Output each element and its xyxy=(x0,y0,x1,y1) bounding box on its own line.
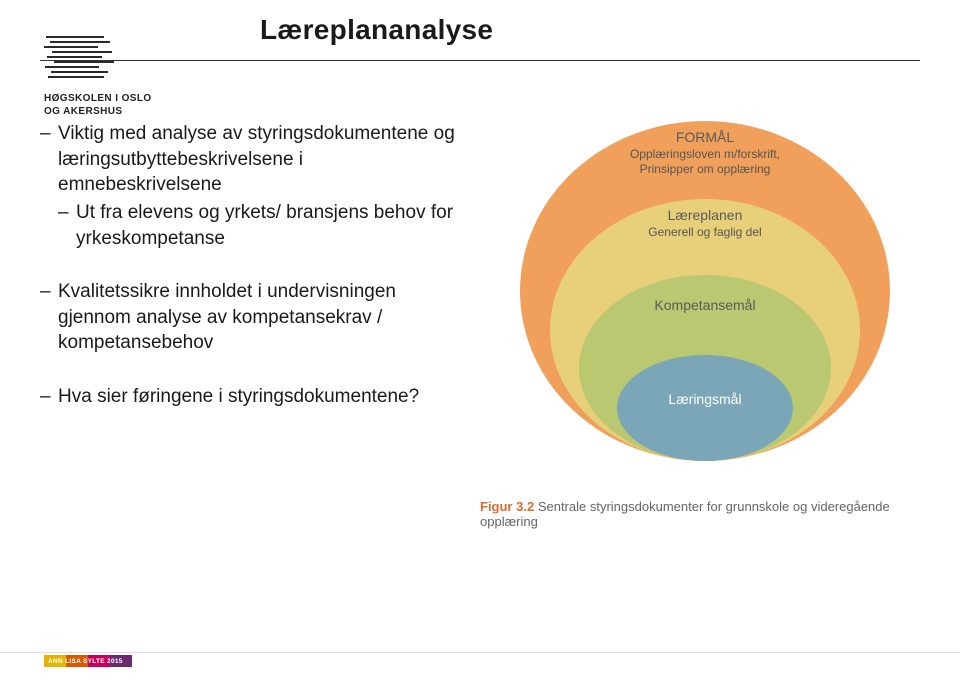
figure-caption: Figur 3.2 Sentrale styringsdokumenter fo… xyxy=(480,499,930,529)
diagram-ring-label: LæreplanenGenerell og faglig del xyxy=(575,207,835,240)
diagram-ring-label: Kompetansemål xyxy=(575,297,835,315)
logo-text: HØGSKOLEN I OSLO OG AKERSHUS xyxy=(44,93,164,118)
title-divider xyxy=(40,60,920,61)
diagram-ring-label: FORMÅLOpplæringsloven m/forskrift,Prinsi… xyxy=(575,129,835,177)
institution-logo: HØGSKOLEN I OSLO OG AKERSHUS xyxy=(44,34,164,118)
page-title: Læreplananalyse xyxy=(260,0,920,46)
bullet-level-1: Kvalitetssikre innholdet i undervisninge… xyxy=(40,279,460,356)
logo-line2: OG AKERSHUS xyxy=(44,106,122,117)
bullet-column: Viktig med analyse av styringsdokumenten… xyxy=(40,121,460,529)
diagram-column: FORMÅLOpplæringsloven m/forskrift,Prinsi… xyxy=(480,121,930,529)
bullet-level-1: Viktig med analyse av styringsdokumenten… xyxy=(40,121,460,198)
bullet-block: Viktig med analyse av styringsdokumenten… xyxy=(40,121,460,251)
diagram-ring-label: Læringsmål xyxy=(575,391,835,409)
bullet-block: Hva sier føringene i styringsdokumentene… xyxy=(40,384,460,410)
logo-mark-icon xyxy=(44,34,116,82)
figure-number: Figur 3.2 xyxy=(480,499,534,514)
nested-ellipse-diagram: FORMÅLOpplæringsloven m/forskrift,Prinsi… xyxy=(505,121,905,481)
logo-line1: HØGSKOLEN I OSLO xyxy=(44,93,152,104)
content-area: Viktig med analyse av styringsdokumenten… xyxy=(0,61,960,529)
bullet-level-1: Hva sier føringene i styringsdokumentene… xyxy=(40,384,460,410)
footer-divider xyxy=(0,652,960,653)
figure-caption-text: Sentrale styringsdokumenter for grunnsko… xyxy=(480,499,890,529)
bullet-level-2: Ut fra elevens og yrkets/ bransjens beho… xyxy=(40,200,460,251)
footer-badge: ANN LISA SYLTE 2015 xyxy=(44,655,132,667)
footer-text: ANN LISA SYLTE 2015 xyxy=(44,658,123,665)
bullet-block: Kvalitetssikre innholdet i undervisninge… xyxy=(40,279,460,356)
